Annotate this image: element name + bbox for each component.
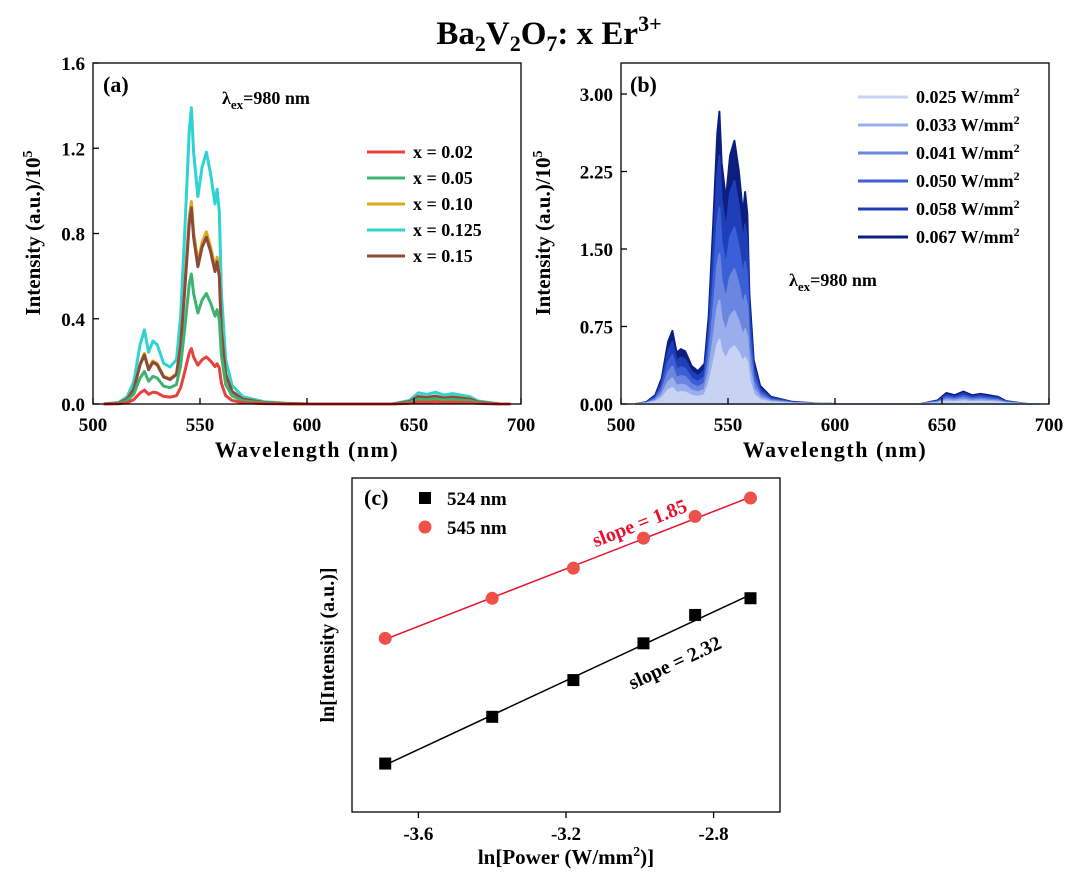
point-545-nm [485, 591, 499, 605]
legend-label-0-033-w-mm: 0.033 W/mm2 [916, 113, 1020, 135]
point-545-nm [743, 491, 757, 505]
panel-b-x-ticks: 500 550 600 650 700 [607, 398, 1064, 436]
panel-a-y-axis-label: Intensity (a.u.)/105 [21, 150, 45, 315]
legend-label-x-0-05: x = 0.05 [413, 168, 473, 188]
y-tick-label: 1.2 [61, 139, 85, 160]
point-524-nm [744, 592, 757, 605]
panel-b-x-axis-label: Wavelength (nm) [743, 437, 927, 462]
y-tick-label: 1.50 [580, 240, 613, 261]
point-545-nm [566, 561, 580, 575]
x-tick-label: 600 [821, 415, 850, 436]
panel-c-x-ticks: -3.6 -3.2 -2.8 [403, 812, 729, 845]
legend-label-0-050-w-mm: 0.050 W/mm2 [916, 169, 1020, 191]
x-tick-label: 500 [607, 415, 636, 436]
panel-a-series [103, 106, 511, 406]
panel-c-label: (c) [364, 485, 388, 510]
legend-label-0-025-w-mm: 0.025 W/mm2 [916, 85, 1020, 107]
x-tick-label: 600 [293, 415, 322, 436]
x-tick-label: -2.8 [699, 824, 729, 845]
y-tick-label: 0.00 [580, 395, 613, 416]
point-545-nm [378, 631, 392, 645]
panel-a-excitation-note: λex=980 nm [222, 88, 310, 112]
y-tick-label: 2.25 [580, 163, 613, 184]
legend-label-x-0-02: x = 0.02 [413, 142, 473, 162]
panel-b-chart: 500 550 600 650 700 0.00 0.75 1.50 2.25 3.00 (b)… [531, 62, 1064, 462]
point-524-nm [379, 757, 392, 770]
series-0-025-w-mm [635, 338, 1040, 405]
y-tick-label: 0.4 [61, 310, 85, 331]
panel-a-x-axis-label: Wavelength (nm) [215, 437, 399, 462]
panel-b-legend: 0.025 W/mm2 0.033 W/mm2 0.041 W/mm2 0.050 W… [858, 85, 1020, 247]
legend-marker [418, 520, 432, 534]
x-tick-label: 500 [79, 415, 108, 436]
panel-a-legend: x = 0.02 x = 0.05 x = 0.10 x = 0.125 x = 0.1… [367, 142, 482, 266]
point-524-nm [567, 674, 580, 687]
x-tick-label: 550 [186, 415, 215, 436]
panel-c-y-axis-label: ln[Intensity (a.u.)] [317, 567, 339, 722]
x-tick-label: -3.6 [403, 824, 433, 845]
y-tick-label: 0.75 [580, 318, 613, 339]
y-tick-label: 3.00 [580, 85, 613, 106]
x-tick-label: -3.2 [551, 824, 581, 845]
legend-label-524-nm: 524 nm [447, 489, 507, 510]
series-x-0-05 [103, 272, 511, 406]
panel-c-fit-lines [384, 496, 751, 766]
x-tick-label: 700 [507, 415, 536, 436]
point-524-nm [689, 608, 702, 621]
point-545-nm [636, 531, 650, 545]
y-tick-label: 0.8 [61, 225, 85, 246]
panel-a-x-ticks: 500 550 600 650 700 [79, 398, 536, 436]
point-545-nm [688, 509, 702, 523]
x-tick-label: 700 [1035, 415, 1064, 436]
legend-label-x-0-10: x = 0.10 [413, 194, 473, 214]
panel-b-y-axis-label: Intensity (a.u.)/105 [531, 150, 555, 315]
panel-a-y-ticks: 0.0 0.4 0.8 1.2 1.6 [61, 54, 99, 416]
panel-a-chart: 500 550 600 650 700 0.0 0.4 0.8 1.2 1.6 (a) λex=… [21, 54, 535, 462]
figure-title: Ba2V2O7: x Er3+ [436, 11, 661, 56]
series-x-0-15 [103, 206, 511, 406]
panel-c-legend: 524 nm 545 nm [418, 489, 507, 539]
legend-label-x-0-15: x = 0.15 [413, 246, 473, 266]
panel-b-y-ticks: 0.00 0.75 1.50 2.25 3.00 [580, 85, 627, 416]
panel-b-label: (b) [630, 72, 657, 97]
legend-marker [419, 492, 431, 504]
panel-b-excitation-note: λex=980 nm [789, 270, 877, 294]
legend-label-0-041-w-mm: 0.041 W/mm2 [916, 141, 1020, 163]
fit-label-545nm: slope = 1.85 [589, 495, 690, 552]
series-x-0-125 [103, 106, 511, 406]
panel-c-x-axis-label: ln[Power (W/mm2)] [478, 845, 654, 869]
x-tick-label: 650 [928, 415, 957, 436]
legend-label-0-067-w-mm: 0.067 W/mm2 [916, 225, 1020, 247]
point-524-nm [637, 637, 650, 650]
legend-label-0-058-w-mm: 0.058 W/mm2 [916, 197, 1020, 219]
x-tick-label: 650 [400, 415, 429, 436]
x-tick-label: 550 [714, 415, 743, 436]
y-tick-label: 1.6 [61, 54, 85, 75]
panel-a-label: (a) [103, 72, 129, 97]
point-524-nm [486, 710, 499, 723]
panel-c-points [378, 491, 757, 770]
y-tick-label: 0.0 [61, 395, 85, 416]
legend-label-x-0-125: x = 0.125 [413, 220, 482, 240]
series-x-0-02 [103, 347, 511, 406]
panel-b-series [635, 110, 1040, 405]
legend-label-545-nm: 545 nm [447, 518, 507, 539]
